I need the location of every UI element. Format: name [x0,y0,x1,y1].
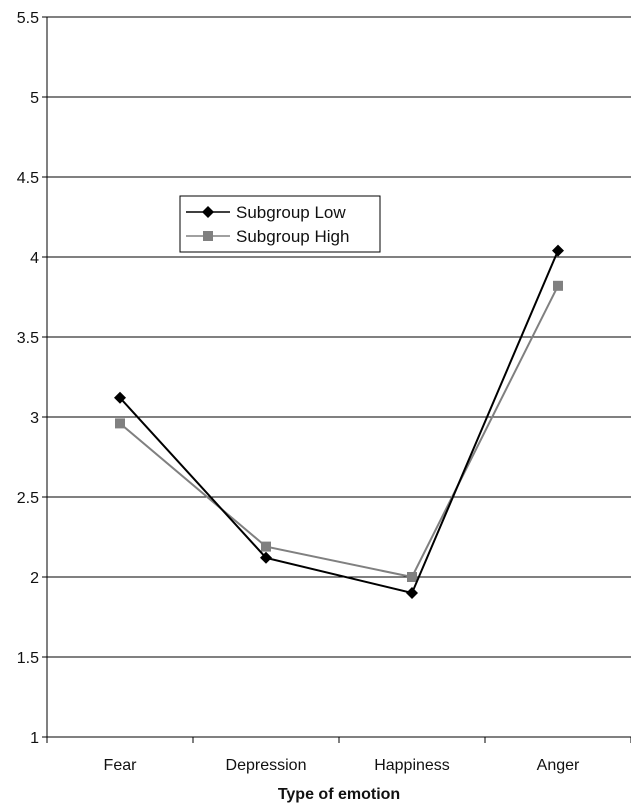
legend-entry: Subgroup High [186,227,349,246]
y-tick-label: 4.5 [17,170,39,187]
data-point-marker [260,551,272,564]
data-point-marker [202,206,214,218]
data-point-marker [114,391,126,404]
data-point-marker [407,572,417,582]
y-tick-label: 1 [30,730,39,747]
x-tick-label: Happiness [374,757,450,774]
y-tick-label: 2 [30,570,39,587]
y-tick-label: 3.5 [17,330,39,347]
series-subgroup-low [114,244,564,599]
data-point-marker [553,280,563,291]
data-point-marker [552,244,564,257]
y-tick-label: 2.5 [17,490,39,507]
legend-box [179,195,381,253]
x-tick-label: Depression [226,757,307,774]
legend: Subgroup Low Subgroup High [179,195,381,253]
series [114,244,564,599]
legend-label: Subgroup Low [236,203,346,222]
legend-label: Subgroup High [236,227,349,246]
gridlines [47,16,631,738]
y-tick-label: 1.5 [17,650,39,667]
series-subgroup-high [115,280,563,582]
legend-entry: Subgroup Low [186,203,346,222]
data-point-marker [261,541,271,552]
labels: Type of emotion Fear Depression Happiness A… [104,757,580,803]
y-tick-label: 5 [30,90,39,107]
series-line [119,250,559,595]
x-tick-label: Anger [537,757,580,774]
y-tick-label: 4 [30,250,39,267]
axes: 1 1.5 2 2.5 3 3.5 4 4.5 5 5.5 [17,10,631,747]
series-line [119,285,559,579]
data-point-marker [406,587,418,599]
data-point-marker [115,418,125,429]
y-tick-label: 5.5 [17,10,39,27]
y-tick-label: 3 [30,410,39,427]
x-axis-title: Type of emotion [278,786,400,803]
data-point-marker [203,231,213,241]
x-tick-label: Fear [104,757,138,774]
